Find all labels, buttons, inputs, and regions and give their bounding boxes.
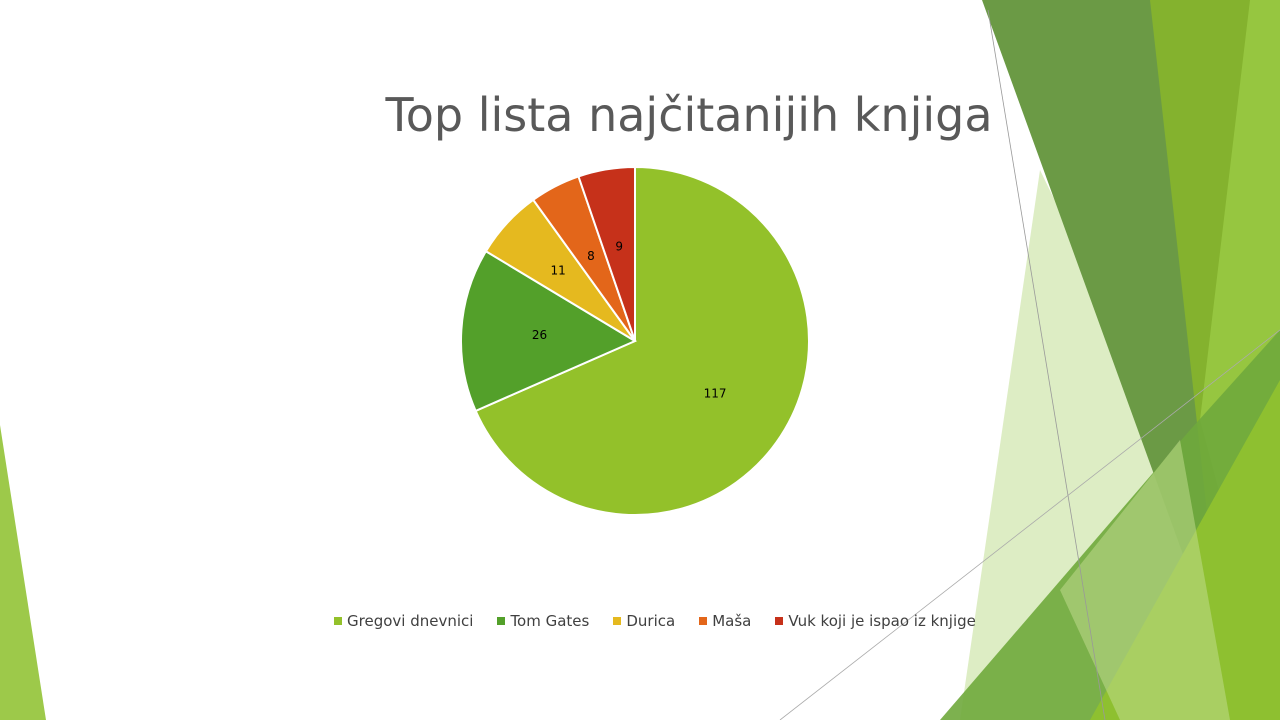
data-label-2: 26 (532, 328, 547, 342)
thin-line-2 (779, 329, 1280, 720)
legend-item: Maša (699, 612, 751, 630)
pie-slice-2 (460, 249, 638, 413)
legend-swatch (497, 617, 506, 625)
legend-label: Vuk koji je ispao iz knjige (788, 612, 976, 630)
legend-label: Gregovi dnevnici (347, 612, 474, 630)
chart-legend: Gregovi dnevnici Tom Gates Durica Maša Vuk k… (334, 612, 1000, 630)
data-label-4: 8 (587, 249, 595, 263)
data-label-1: 117 (704, 386, 727, 400)
slide-title: Top lista najčitanijih knjiga (385, 88, 993, 142)
left-accent-shape (0, 425, 46, 720)
data-label-3: 11 (551, 263, 566, 277)
data-label-5: 9 (615, 240, 623, 254)
legend-swatch (334, 617, 342, 625)
legend-swatch (699, 617, 708, 625)
legend-item: Durica (613, 612, 675, 630)
legend-item: Vuk koji je ispao iz knjige (775, 612, 976, 630)
legend-swatch (775, 617, 784, 625)
thin-line-1 (987, 9, 1106, 720)
legend-item: Tom Gates (497, 612, 589, 630)
pie-slice-5 (577, 165, 636, 342)
legend-label: Durica (626, 612, 676, 630)
bottom-light-facet (1060, 440, 1230, 720)
legend-item: Gregovi dnevnici (334, 612, 473, 630)
legend-swatch (613, 617, 622, 625)
pie-slice-1 (474, 165, 810, 516)
legend-label: Maša (712, 612, 752, 630)
legend-label: Tom Gates (510, 612, 590, 630)
